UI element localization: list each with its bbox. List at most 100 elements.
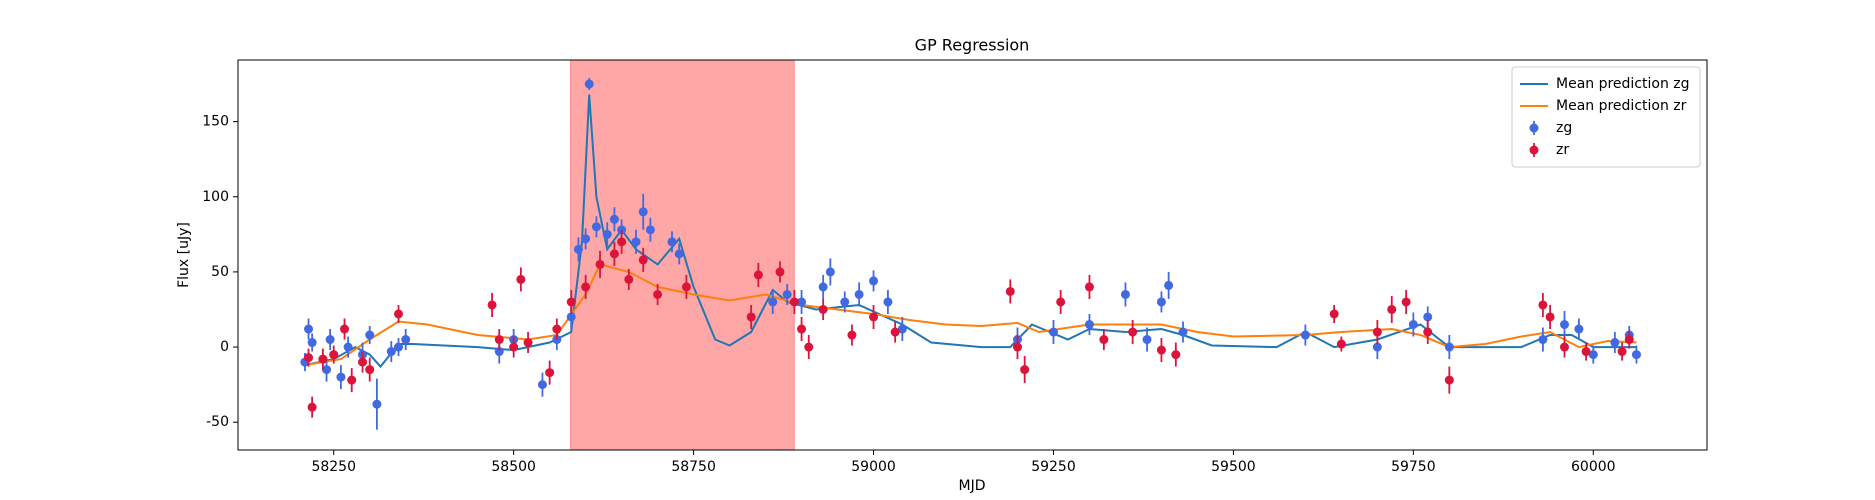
marker bbox=[1444, 375, 1454, 385]
marker bbox=[386, 347, 396, 357]
data-point bbox=[667, 231, 677, 253]
legend-swatch bbox=[1529, 123, 1539, 133]
x-tick-label: 58500 bbox=[491, 459, 536, 475]
data-point bbox=[1372, 320, 1382, 345]
data-point bbox=[638, 247, 648, 272]
marker bbox=[516, 274, 526, 284]
marker bbox=[1099, 335, 1109, 345]
marker bbox=[581, 234, 591, 244]
marker bbox=[329, 350, 339, 360]
data-point bbox=[1581, 342, 1591, 361]
marker bbox=[624, 274, 634, 284]
data-point bbox=[1120, 282, 1130, 307]
marker bbox=[394, 342, 404, 352]
marker bbox=[358, 357, 368, 367]
marker bbox=[1020, 365, 1030, 375]
data-point bbox=[617, 229, 627, 254]
data-point bbox=[347, 368, 357, 393]
data-point bbox=[869, 270, 879, 292]
data-point bbox=[818, 298, 828, 320]
marker bbox=[1171, 350, 1181, 360]
marker bbox=[552, 324, 562, 334]
data-point bbox=[624, 268, 634, 290]
data-point bbox=[1329, 304, 1339, 324]
marker bbox=[869, 276, 879, 286]
data-point bbox=[797, 316, 807, 342]
data-point bbox=[1408, 312, 1418, 337]
data-point bbox=[358, 351, 368, 373]
marker bbox=[523, 338, 533, 348]
marker bbox=[573, 244, 583, 254]
data-point bbox=[523, 332, 533, 354]
data-point bbox=[365, 357, 375, 382]
marker bbox=[602, 229, 612, 239]
data-point bbox=[1300, 324, 1310, 346]
marker bbox=[782, 289, 792, 299]
marker bbox=[1178, 327, 1188, 337]
data-point bbox=[591, 216, 601, 238]
marker bbox=[818, 282, 828, 292]
data-point bbox=[1559, 336, 1569, 358]
data-point bbox=[509, 336, 519, 358]
data-point bbox=[869, 304, 879, 330]
data-point bbox=[1084, 274, 1094, 299]
x-tick-label: 59250 bbox=[1031, 459, 1076, 475]
marker bbox=[1336, 339, 1346, 349]
data-point bbox=[1624, 330, 1634, 349]
data-point bbox=[1164, 271, 1174, 299]
marker bbox=[609, 214, 619, 224]
data-point bbox=[307, 396, 317, 418]
marker bbox=[1156, 297, 1166, 307]
marker bbox=[365, 330, 375, 340]
marker bbox=[869, 312, 879, 322]
marker bbox=[1300, 330, 1310, 340]
marker bbox=[1444, 342, 1454, 352]
data-point bbox=[1005, 279, 1015, 304]
marker bbox=[304, 353, 314, 363]
data-point bbox=[329, 345, 339, 364]
data-point bbox=[307, 333, 317, 352]
data-point bbox=[1336, 336, 1346, 352]
y-tick-label: 100 bbox=[202, 189, 229, 205]
marker bbox=[591, 222, 601, 232]
data-point bbox=[1423, 320, 1433, 345]
data-point bbox=[775, 261, 785, 283]
marker bbox=[638, 255, 648, 265]
marker bbox=[890, 327, 900, 337]
marker bbox=[617, 237, 627, 247]
marker bbox=[840, 297, 850, 307]
data-point bbox=[1156, 291, 1166, 313]
marker bbox=[336, 372, 346, 382]
data-point bbox=[818, 274, 828, 299]
marker bbox=[674, 249, 684, 259]
plot-frame bbox=[237, 59, 1708, 451]
data-point bbox=[566, 289, 576, 314]
data-point bbox=[609, 241, 619, 266]
marker bbox=[1559, 320, 1569, 330]
y-tick-label: 150 bbox=[202, 114, 229, 130]
marker bbox=[1401, 297, 1411, 307]
data-point bbox=[494, 329, 504, 351]
marker bbox=[1329, 309, 1339, 319]
marker bbox=[566, 312, 576, 322]
marker bbox=[584, 79, 594, 89]
x-axis-label: MJD bbox=[959, 478, 986, 494]
legend-swatch bbox=[1529, 145, 1539, 155]
marker bbox=[537, 380, 547, 390]
data-point bbox=[847, 324, 857, 346]
data-point bbox=[304, 348, 314, 367]
marker bbox=[545, 368, 555, 378]
data-point bbox=[386, 341, 396, 363]
data-point bbox=[581, 274, 591, 299]
data-point bbox=[1444, 335, 1454, 360]
data-point bbox=[336, 365, 346, 390]
data-point bbox=[1012, 335, 1022, 360]
marker bbox=[645, 225, 655, 235]
data-point bbox=[1056, 289, 1066, 314]
data-point bbox=[753, 262, 763, 287]
data-point bbox=[318, 348, 328, 370]
marker bbox=[681, 282, 691, 292]
data-point bbox=[746, 304, 756, 330]
marker bbox=[1538, 335, 1548, 345]
